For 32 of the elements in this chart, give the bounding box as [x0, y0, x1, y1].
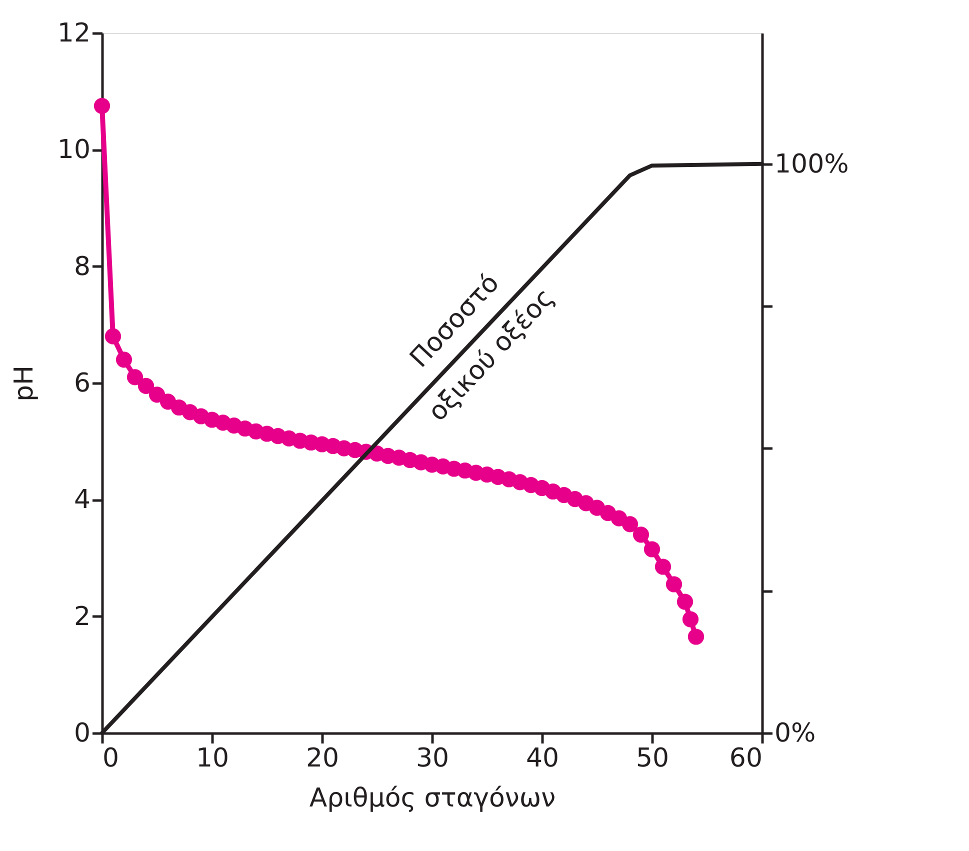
y-tick-label: 0 — [74, 718, 90, 748]
y-tick-label: 4 — [74, 485, 90, 516]
point — [682, 611, 699, 628]
point — [666, 576, 682, 592]
point — [622, 516, 638, 532]
x-tick-label: 10 — [196, 744, 230, 774]
point — [148, 386, 166, 403]
y-axis-title: pH — [9, 365, 40, 402]
y-tick-label: 12 — [57, 18, 90, 48]
y2-tick-label: 0% — [774, 718, 816, 748]
y-tick-label: 10 — [57, 135, 90, 166]
y2-tick-label: 100% — [774, 149, 849, 180]
x-tick-label: 50 — [636, 744, 670, 774]
x-tick-label: 60 — [729, 744, 762, 774]
point — [644, 541, 660, 558]
point — [94, 98, 110, 114]
point — [138, 378, 154, 394]
y-tick-label: 8 — [74, 252, 90, 282]
y-tick-label: 2 — [74, 602, 90, 632]
x-axis-title: Αριθμός σταγόνων — [309, 784, 556, 814]
point — [632, 526, 650, 543]
x-tick-label: 40 — [526, 744, 560, 774]
x-tick-label: 30 — [416, 744, 450, 774]
x-tick-label: 20 — [306, 744, 340, 774]
point — [654, 558, 672, 575]
point — [676, 594, 694, 610]
x-tick-label: 0 — [102, 744, 120, 774]
point — [126, 369, 144, 386]
point — [688, 628, 704, 645]
point — [104, 328, 122, 344]
y-tick-label: 6 — [74, 368, 90, 398]
point — [116, 352, 132, 368]
